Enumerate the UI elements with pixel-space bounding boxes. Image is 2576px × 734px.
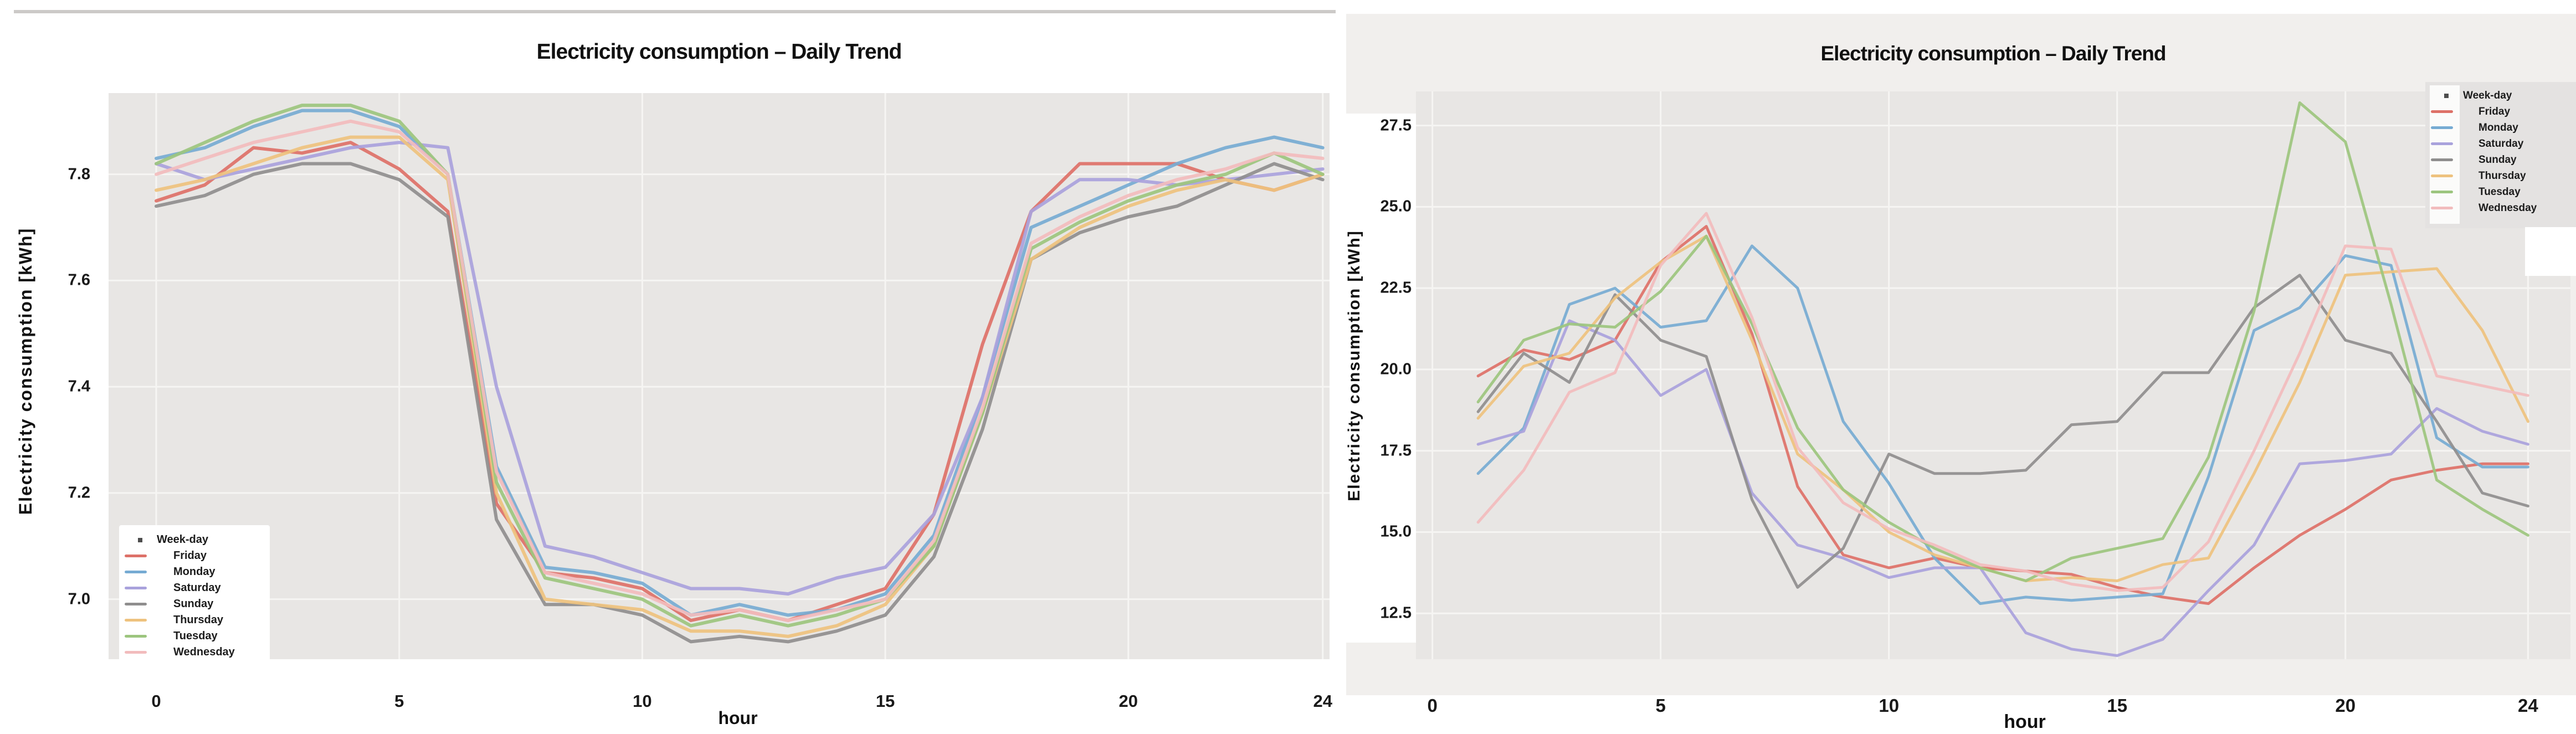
x-tick-label: 24 xyxy=(2518,695,2538,716)
series-line-tuesday xyxy=(155,104,1325,628)
x-tick-label: 0 xyxy=(1427,695,1438,716)
y-axis-label-left: Electricity consumption [kWh] xyxy=(16,227,35,515)
legend-corner-notch xyxy=(2525,227,2576,276)
legend-entry-wednesday: Wednesday xyxy=(2430,200,2576,216)
y-tick-label: 20.0 xyxy=(1380,360,1412,378)
y-tick-label: 7.8 xyxy=(68,165,90,183)
legend-entry-week-day: Week-day xyxy=(2430,88,2576,104)
legend-label: Thursday xyxy=(2478,170,2526,182)
weekday-marker-icon xyxy=(138,537,142,542)
series-line-wednesday xyxy=(155,119,1325,622)
legend-line-swatch xyxy=(125,555,147,557)
x-tick-label: 10 xyxy=(633,691,652,711)
y-tick-label: 22.5 xyxy=(1380,279,1412,297)
x-tick-label: 20 xyxy=(1118,691,1138,711)
legend-swatch-strip xyxy=(2430,85,2460,224)
x-tick-label: 5 xyxy=(1655,695,1666,716)
legend-entry-thursday: Thursday xyxy=(2430,168,2576,184)
legend-label: Monday xyxy=(2478,121,2518,134)
y-tick-label: 25.0 xyxy=(1380,197,1412,215)
weekday-marker-icon xyxy=(2444,93,2449,98)
legend-entry-saturday: Saturday xyxy=(2430,136,2576,152)
legend-entry-sunday: Sunday xyxy=(124,596,270,612)
y-tick-label: 7.2 xyxy=(68,484,90,502)
x-tick-label: 15 xyxy=(875,691,895,711)
series-line-sunday xyxy=(155,162,1325,644)
series-line-thursday xyxy=(155,135,1325,638)
legend-label: Tuesday xyxy=(173,630,218,642)
legend-line-swatch xyxy=(2431,191,2453,193)
legend-label: Friday xyxy=(173,550,207,562)
legend-entry-sunday: Sunday xyxy=(2430,152,2576,168)
x-tick-label: 5 xyxy=(394,691,404,711)
y-tick-label: 7.0 xyxy=(68,590,90,608)
legend-label: Sunday xyxy=(173,598,214,610)
plot-area-left xyxy=(109,93,1330,659)
legend-entry-friday: Friday xyxy=(124,548,270,564)
legend-entry-thursday: Thursday xyxy=(124,612,270,628)
series-line-saturday xyxy=(155,141,1325,596)
legend-line-swatch xyxy=(2431,126,2453,129)
legend-line-swatch xyxy=(125,619,147,622)
legend-line-swatch xyxy=(2431,110,2453,113)
legend-entry-saturday: Saturday xyxy=(124,580,270,596)
legend-line-swatch xyxy=(2431,142,2453,145)
y-tick-label: 7.4 xyxy=(68,377,90,396)
legend-left: Week-day Friday Monday Saturday Sunday Thursd… xyxy=(119,525,270,661)
legend-entry-wednesday: Wednesday xyxy=(124,644,270,660)
legend-label: Tuesday xyxy=(2478,186,2521,198)
legend-label: Monday xyxy=(173,566,215,578)
legend-label: Friday xyxy=(2478,105,2511,117)
legend-label: Wednesday xyxy=(173,646,235,658)
series-line-friday xyxy=(1476,225,2529,605)
legend-label: Week-day xyxy=(157,533,209,546)
legend-line-swatch xyxy=(2431,158,2453,161)
x-tick-label: 24 xyxy=(1313,691,1332,711)
window-top-divider xyxy=(14,10,1336,13)
legend-label: Thursday xyxy=(173,614,224,626)
legend-line-swatch xyxy=(125,651,147,654)
legend-label: Saturday xyxy=(2478,137,2524,150)
legend-right: Week-day Friday Monday Saturday Sunday Thursd… xyxy=(2425,82,2576,228)
y-tick-label: 12.5 xyxy=(1380,604,1412,622)
legend-label: Sunday xyxy=(2478,153,2517,166)
chart-title-right: Electricity consumption – Daily Trend xyxy=(1820,42,2166,65)
chart-title-left: Electricity consumption – Daily Trend xyxy=(536,40,902,64)
legend-line-swatch xyxy=(125,587,147,589)
x-tick-label: 20 xyxy=(2335,695,2356,716)
legend-line-swatch xyxy=(2431,207,2453,209)
y-tick-label: 7.6 xyxy=(68,271,90,289)
legend-line-swatch xyxy=(125,635,147,638)
series-line-monday xyxy=(155,109,1325,617)
legend-entry-week-day: Week-day xyxy=(124,532,270,548)
y-tick-label: 27.5 xyxy=(1380,116,1412,135)
series-line-sunday xyxy=(1476,274,2529,589)
series-line-tuesday xyxy=(1476,101,2529,582)
series-line-saturday xyxy=(1476,319,2529,657)
plot-area-right xyxy=(1416,91,2570,659)
legend-line-swatch xyxy=(2431,174,2453,177)
series-line-wednesday xyxy=(1476,212,2529,592)
legend-label: Saturday xyxy=(173,582,221,594)
legend-entry-monday: Monday xyxy=(2430,120,2576,136)
x-axis-label-left: hour xyxy=(718,708,758,728)
legend-label: Wednesday xyxy=(2478,202,2537,214)
x-axis-label-right: hour xyxy=(2004,711,2046,732)
legend-label: Week-day xyxy=(2463,89,2512,101)
legend-entry-tuesday: Tuesday xyxy=(2430,184,2576,200)
y-tick-label: 17.5 xyxy=(1380,442,1412,460)
legend-entry-tuesday: Tuesday xyxy=(124,628,270,644)
plot-background xyxy=(1416,91,2570,659)
x-tick-label: 0 xyxy=(151,691,161,711)
x-tick-label: 10 xyxy=(1879,695,1900,716)
right-yaxis-strip xyxy=(1341,114,1417,643)
y-axis-label-right: Electricity consumption [kWh] xyxy=(1345,230,1363,501)
legend-line-swatch xyxy=(125,603,147,605)
legend-entry-monday: Monday xyxy=(124,564,270,580)
x-tick-label: 15 xyxy=(2107,695,2128,716)
legend-entry-friday: Friday xyxy=(2430,104,2576,120)
legend-line-swatch xyxy=(125,571,147,573)
y-tick-label: 15.0 xyxy=(1380,522,1412,541)
